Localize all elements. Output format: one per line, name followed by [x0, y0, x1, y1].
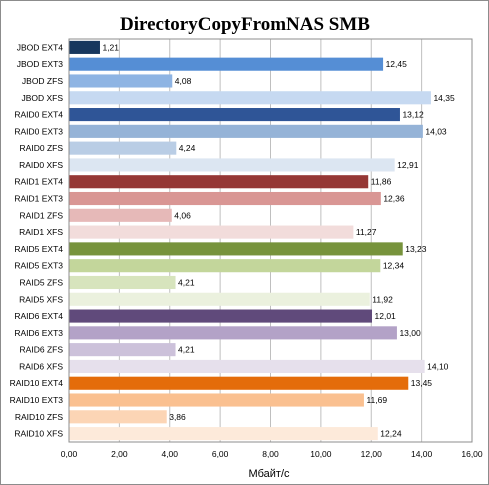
- category-label: RAID1 EXT4: [14, 177, 63, 187]
- bar: [69, 124, 423, 138]
- data-label: 12,45: [386, 59, 408, 69]
- data-label: 14,03: [425, 126, 447, 136]
- bar: [69, 225, 354, 239]
- data-label: 4,08: [175, 76, 192, 86]
- x-tick-label: 6,00: [212, 449, 229, 459]
- category-label: RAID10 EXT3: [10, 395, 64, 405]
- data-label: 11,92: [372, 294, 393, 304]
- category-label: RAID6 XFS: [19, 361, 63, 371]
- data-label: 11,69: [366, 395, 387, 405]
- bar: [69, 259, 381, 273]
- x-tick-label: 4,00: [161, 449, 178, 459]
- data-label: 13,00: [399, 328, 421, 338]
- bar: [69, 57, 384, 71]
- x-tick-label: 14,00: [411, 449, 433, 459]
- bar: [69, 175, 369, 189]
- bar: [69, 376, 409, 390]
- category-label: RAID10 XFS: [14, 429, 63, 439]
- bar: [69, 40, 100, 54]
- bar: [69, 359, 425, 373]
- bar: [69, 292, 370, 306]
- data-label: 13,45: [411, 378, 433, 388]
- data-label: 4,21: [178, 277, 195, 287]
- x-axis-label: Мбайт/с: [248, 468, 290, 480]
- bar: [69, 208, 172, 222]
- data-label: 14,35: [433, 93, 455, 103]
- plot-area-border: [68, 38, 473, 443]
- data-label: 4,21: [178, 345, 195, 355]
- category-label: RAID1 XFS: [19, 227, 63, 237]
- x-tick-label: 16,00: [461, 449, 483, 459]
- bar: [69, 326, 397, 340]
- category-label: RAID1 ZFS: [20, 210, 64, 220]
- category-label: RAID0 EXT3: [14, 126, 63, 136]
- category-label: RAID0 XFS: [19, 160, 63, 170]
- x-tick-label: 2,00: [111, 449, 128, 459]
- data-label: 4,24: [179, 143, 196, 153]
- category-label: RAID1 EXT3: [14, 194, 63, 204]
- data-label: 1,21: [102, 42, 119, 52]
- category-label: JBOD XFS: [21, 93, 63, 103]
- data-label: 4,06: [174, 210, 191, 220]
- bar: [69, 91, 431, 105]
- category-labels: JBOD EXT4 JBOD EXT3 JBOD ZFS JBOD XFS RAID0 …: [10, 42, 64, 438]
- data-label: 13,23: [405, 244, 427, 254]
- category-label: RAID10 EXT4: [10, 378, 64, 388]
- x-tick-labels: 0,00 2,00 4,00 6,00 8,00 10,00 12,00 14,00 16,00: [61, 449, 483, 459]
- category-label: RAID6 EXT4: [14, 311, 63, 321]
- category-label: RAID5 XFS: [19, 294, 63, 304]
- bar: [69, 108, 400, 122]
- bar: [69, 427, 378, 441]
- category-label: RAID6 EXT3: [14, 328, 63, 338]
- bar: [69, 275, 176, 290]
- category-label: JBOD EXT4: [17, 42, 64, 52]
- data-label: 14,10: [427, 361, 449, 371]
- bar: [69, 242, 403, 256]
- x-tick-label: 12,00: [361, 449, 383, 459]
- data-label: 12,36: [383, 194, 405, 204]
- data-label: 12,01: [375, 311, 397, 321]
- x-tick-label: 8,00: [262, 449, 279, 459]
- bar: [69, 141, 177, 155]
- data-label: 11,86: [371, 177, 392, 187]
- data-label: 12,24: [380, 429, 402, 439]
- bar: [69, 410, 167, 424]
- category-label: RAID6 ZFS: [20, 345, 64, 355]
- category-label: RAID10 ZFS: [15, 412, 64, 422]
- category-label: RAID5 ZFS: [20, 277, 64, 287]
- bar: [69, 74, 173, 88]
- category-label: JBOD EXT3: [17, 59, 64, 69]
- bar: [69, 191, 381, 206]
- category-label: RAID5 EXT3: [14, 261, 63, 271]
- bar: [69, 393, 364, 407]
- category-label: RAID5 EXT4: [14, 244, 63, 254]
- category-label: RAID0 EXT4: [14, 110, 63, 120]
- bars: [69, 40, 431, 441]
- chart-title: DirectoryCopyFromNAS SMB: [120, 14, 370, 35]
- category-label: RAID0 ZFS: [20, 143, 64, 153]
- bar: [69, 343, 176, 357]
- x-tick-label: 0,00: [61, 449, 78, 459]
- data-label: 12,34: [383, 261, 405, 271]
- category-label: JBOD ZFS: [22, 76, 63, 86]
- data-label: 12,91: [397, 160, 419, 170]
- data-label: 11,27: [356, 227, 377, 237]
- bar: [69, 158, 395, 172]
- data-label: 3,86: [169, 412, 186, 422]
- bar: [69, 309, 373, 323]
- x-tick-label: 10,00: [310, 449, 332, 459]
- data-label: 13,12: [402, 110, 424, 120]
